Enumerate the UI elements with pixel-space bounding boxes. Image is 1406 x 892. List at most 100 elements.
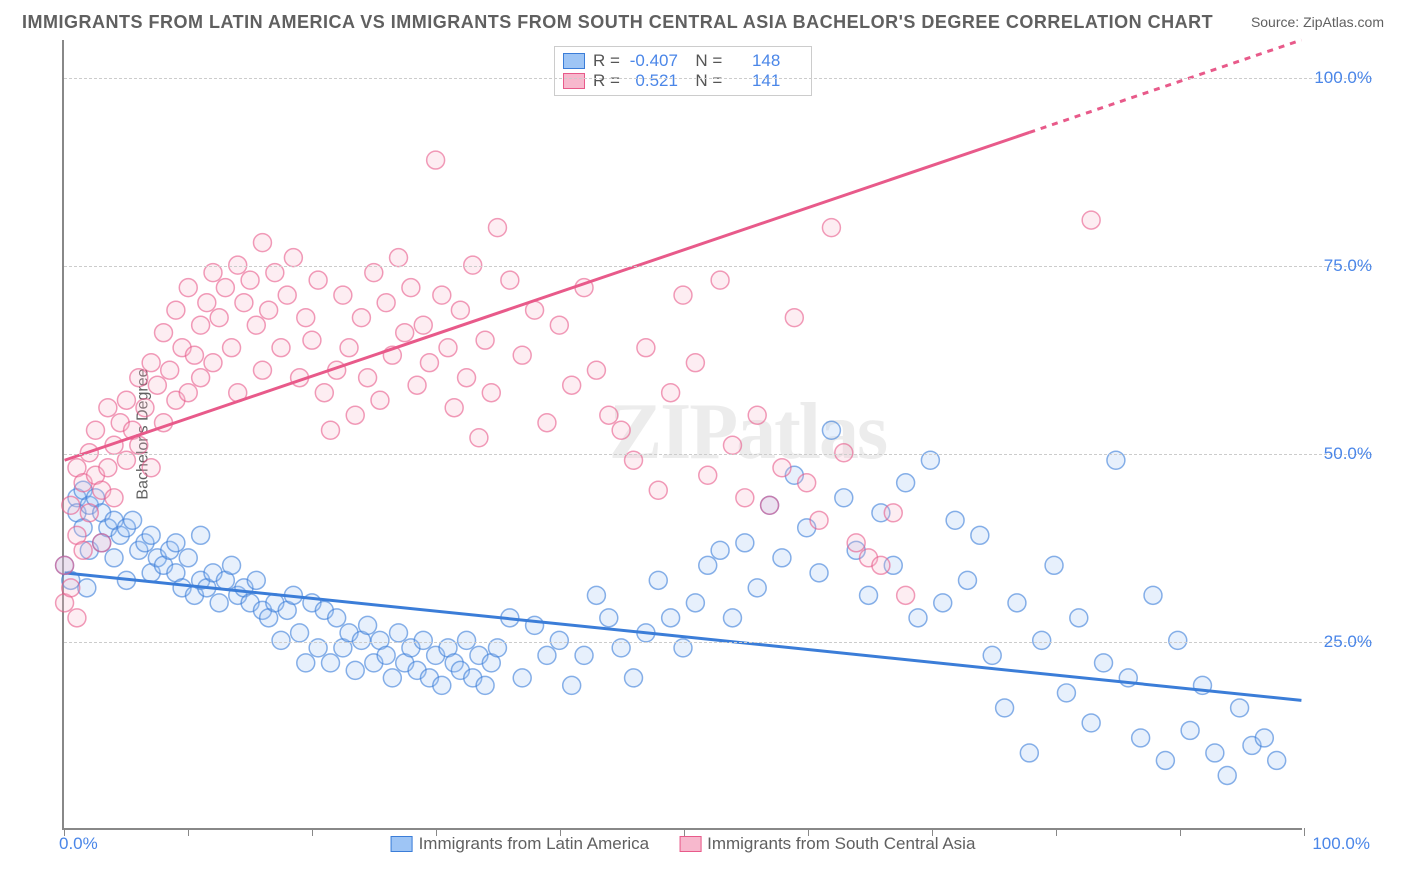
scatter-point [278,286,296,304]
y-tick-label: 50.0% [1324,444,1372,464]
x-tick [188,828,189,836]
scatter-point [488,219,506,237]
scatter-point [822,421,840,439]
scatter-point [785,309,803,327]
scatter-point [723,609,741,627]
scatter-point [1095,654,1113,672]
scatter-point [210,594,228,612]
scatter-point [897,586,915,604]
scatter-point [223,339,241,357]
scatter-point [216,279,234,297]
scatter-point [686,594,704,612]
scatter-point [105,489,123,507]
scatter-point [167,534,185,552]
scatter-point [297,654,315,672]
scatter-point [458,369,476,387]
scatter-point [130,436,148,454]
scatter-point [1082,211,1100,229]
scatter-point [662,609,680,627]
x-tick [436,828,437,836]
gridline [64,642,1372,643]
scatter-point [872,556,890,574]
scatter-point [1268,751,1286,769]
scatter-point [167,301,185,319]
x-tick-label: 0.0% [59,834,98,854]
scatter-point [983,646,1001,664]
scatter-point [1082,714,1100,732]
x-tick-label: 100.0% [1312,834,1370,854]
x-tick [64,828,65,836]
scatter-point [439,339,457,357]
x-tick [684,828,685,836]
source-attribution: Source: ZipAtlas.com [1251,14,1384,30]
scatter-point [390,249,408,267]
scatter-point [322,654,340,672]
x-tick [808,828,809,836]
scatter-point [87,421,105,439]
scatter-point [315,384,333,402]
scatter-point [897,474,915,492]
scatter-point [253,234,271,252]
scatter-point [204,354,222,372]
scatter-point [847,534,865,552]
scatter-point [284,249,302,267]
x-tick [932,828,933,836]
scatter-point [884,504,902,522]
scatter-point [458,631,476,649]
scatter-point [946,511,964,529]
scatter-point [451,301,469,319]
scatter-point [192,316,210,334]
gridline [64,78,1372,79]
scatter-point [482,384,500,402]
scatter-point [1156,751,1174,769]
scatter-point [476,676,494,694]
scatter-point [297,309,315,327]
scatter-point [359,616,377,634]
scatter-point [192,369,210,387]
scatter-point [1057,684,1075,702]
scatter-point [74,541,92,559]
scatter-point [971,526,989,544]
scatter-point [748,579,766,597]
scatter-point [550,316,568,334]
scatter-point [179,279,197,297]
scatter-point [62,496,80,514]
scatter-point [513,346,531,364]
scatter-point [501,271,519,289]
scatter-point [761,496,779,514]
scatter-point [179,384,197,402]
scatter-point [1144,586,1162,604]
scatter-point [78,579,96,597]
scatter-point [699,466,717,484]
scatter-point [470,429,488,447]
scatter-point [402,279,420,297]
scatter-point [662,384,680,402]
series-legend: Immigrants from Latin AmericaImmigrants … [391,834,976,854]
scatter-point [155,324,173,342]
scatter-point [247,316,265,334]
scatter-point [1008,594,1026,612]
legend-swatch [391,836,413,852]
scatter-point [513,669,531,687]
scatter-point [433,676,451,694]
scatter-point [161,361,179,379]
scatter-point [396,324,414,342]
legend-swatch [679,836,701,852]
scatter-point [136,399,154,417]
plot-area: Bachelor's Degree ZIPatlas R =-0.407 N =… [62,40,1302,830]
scatter-point [773,459,791,477]
scatter-point [587,361,605,379]
legend-item: Immigrants from Latin America [391,834,650,854]
chart-title: IMMIGRANTS FROM LATIN AMERICA VS IMMIGRA… [22,12,1213,33]
scatter-point [810,511,828,529]
scatter-point [538,414,556,432]
scatter-point [433,286,451,304]
x-tick [1304,828,1305,836]
y-tick-label: 100.0% [1314,68,1372,88]
scatter-point [526,616,544,634]
scatter-point [538,646,556,664]
scatter-point [1181,721,1199,739]
scatter-point [346,406,364,424]
scatter-point [328,609,346,627]
scatter-point [309,271,327,289]
